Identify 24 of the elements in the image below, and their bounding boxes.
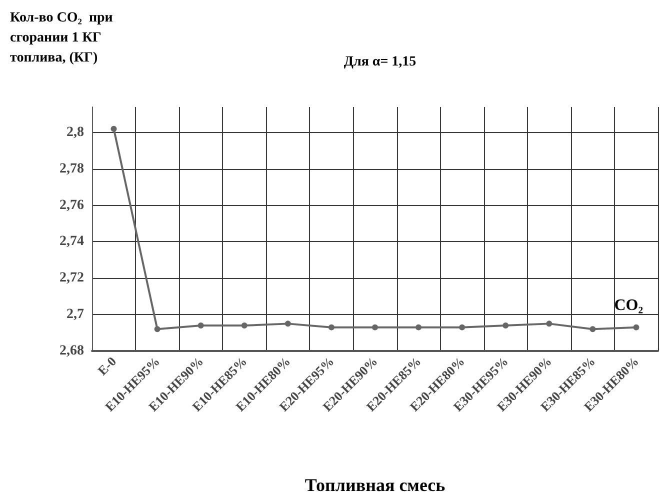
y-tick-label: 2,76 [60,198,84,213]
y-tick-label: 2,68 [60,344,84,358]
series-label: CO₂ [614,296,644,314]
point [154,326,160,332]
point [284,320,291,327]
y-tick-label: 2,72 [60,270,84,286]
y-axis-title: Кол-во CO₂ при сгорании 1 КГ топлива, (КГ) [10,10,113,66]
point [110,126,117,132]
point [241,322,248,329]
point [328,324,334,330]
y-tick-label: 2,78 [60,161,84,176]
chart-title: Для α= 1,15 [344,54,416,70]
point [372,324,378,330]
y-tick-label: 2,74 [60,234,84,250]
y-tick-label: 2,7 [66,307,84,322]
point [633,324,640,330]
point [546,320,552,327]
point [416,324,422,330]
x-axis-title: Топливная смесь [304,475,446,495]
y-tick-label: 2,8 [66,124,84,140]
point [502,322,509,329]
point [459,324,466,330]
point [590,326,596,332]
point [198,322,204,329]
